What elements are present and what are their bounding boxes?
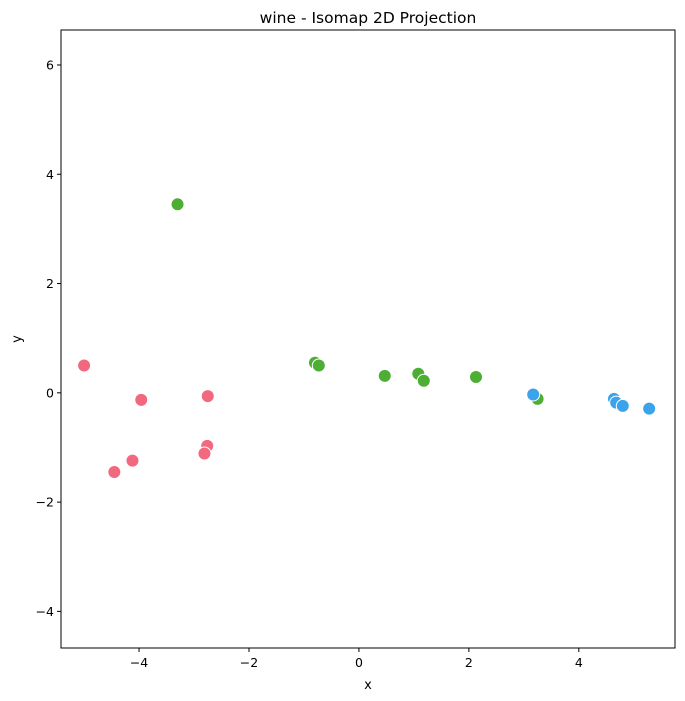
x-tick-label: 4 — [575, 655, 583, 670]
data-point-series-1 — [197, 446, 212, 461]
data-point-series-2 — [416, 373, 431, 388]
y-tick-label: 2 — [46, 276, 54, 291]
data-point-series-2 — [311, 358, 326, 373]
x-tick-label: −4 — [130, 655, 148, 670]
data-point-series-1 — [77, 358, 92, 373]
plot-frame — [60, 29, 676, 649]
chart-title: wine - Isomap 2D Projection — [260, 9, 477, 27]
data-points — [77, 197, 657, 480]
plot-area — [61, 30, 675, 648]
data-point-series-2 — [377, 368, 392, 383]
data-point-series-3 — [642, 401, 657, 416]
data-point-series-2 — [170, 197, 185, 212]
axis-ticks: −4 −2 0 2 4 −4 −2 0 2 4 6 — [36, 57, 583, 670]
y-tick-label: 0 — [46, 385, 54, 400]
y-axis-label: y — [10, 335, 25, 343]
data-point-series-1 — [107, 465, 122, 480]
data-point-series-1 — [134, 392, 149, 407]
data-point-series-3 — [526, 387, 541, 402]
y-tick-label: −4 — [36, 604, 54, 619]
x-tick-label: 0 — [355, 655, 363, 670]
x-tick-label: −2 — [240, 655, 258, 670]
data-point-series-2 — [469, 369, 484, 384]
y-tick-label: 6 — [46, 57, 54, 72]
data-point-series-1 — [200, 389, 215, 404]
data-point-series-3 — [615, 398, 630, 413]
data-point-series-1 — [125, 453, 140, 468]
y-tick-label: −2 — [36, 495, 54, 510]
x-axis-label: x — [364, 678, 372, 693]
x-tick-label: 2 — [465, 655, 473, 670]
y-tick-label: 4 — [46, 167, 54, 182]
